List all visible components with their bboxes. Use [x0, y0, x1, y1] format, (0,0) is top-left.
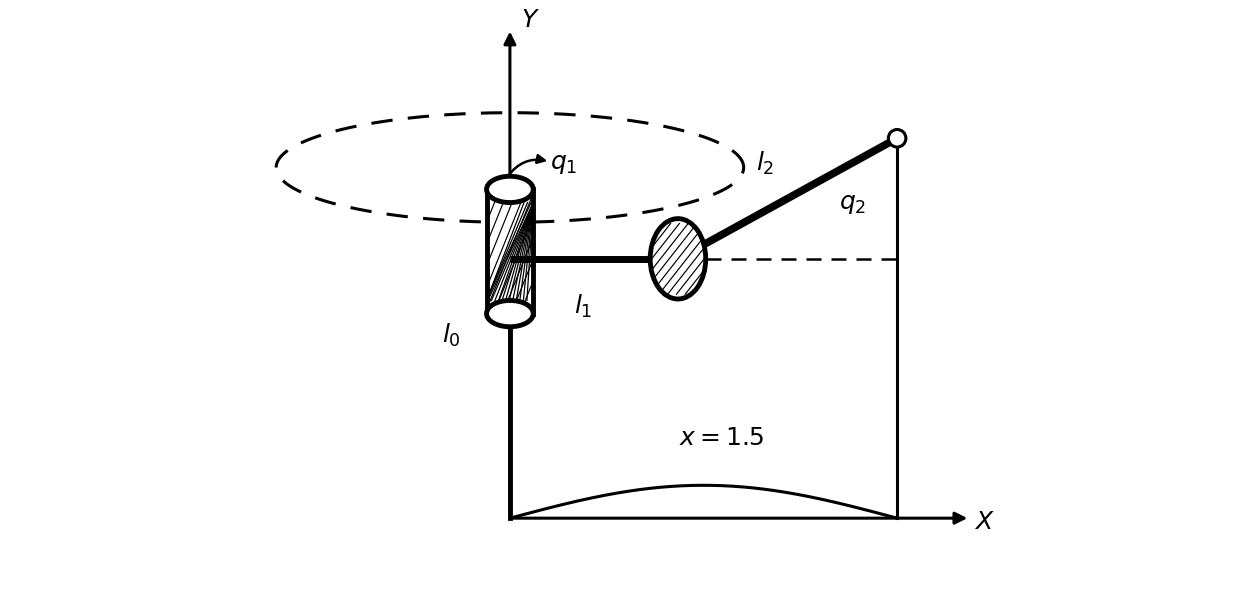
Text: $l_1$: $l_1$ [574, 293, 592, 320]
Text: $X$: $X$ [974, 510, 995, 534]
Text: $l_0$: $l_0$ [442, 322, 461, 349]
Text: $Y$: $Y$ [520, 8, 540, 32]
Text: $x=1.5$: $x=1.5$ [679, 426, 764, 450]
Text: $q_2$: $q_2$ [839, 192, 866, 216]
Ellipse shape [487, 301, 533, 327]
Text: $l_2$: $l_2$ [757, 150, 774, 178]
Text: $q_1$: $q_1$ [550, 152, 577, 176]
Ellipse shape [487, 176, 533, 203]
Ellipse shape [650, 219, 706, 299]
Circle shape [888, 129, 906, 147]
Polygon shape [487, 189, 533, 314]
